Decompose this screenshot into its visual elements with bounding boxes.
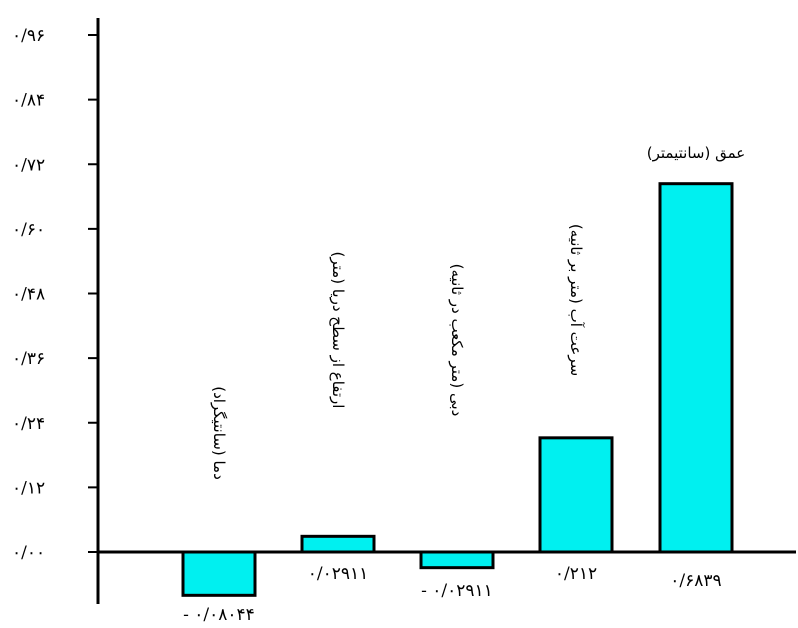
bar [181, 550, 257, 597]
y-tick-label: ۰/۸۴ [12, 91, 45, 111]
y-tick-label: ۰/۳۶ [12, 349, 45, 369]
y-tick-label: ۰/۷۲ [12, 155, 45, 175]
category-label: دما (سانتیگراد) [210, 386, 228, 480]
y-axis-ticks: ۰/۰۰ ۰/۱۲ ۰/۲۴ ۰/۳۶ ۰/۴۸ ۰/۶۰ ۰/۷۲ ۰/۸۴ ۰/۹۶ [12, 26, 98, 563]
value-label: ۰/۶۸۳۹ [670, 571, 721, 591]
value-label: ۰/۰۲۹۱۱ [308, 564, 369, 584]
category-labels: دما (سانتیگراد) ارتفاع از سطح دریا (متر) د… [210, 144, 745, 480]
category-label: دبی (متر مکعب در ثانیه) [448, 264, 466, 417]
bar [658, 182, 734, 554]
y-tick-label: ۰/۰۰ [12, 543, 45, 563]
y-tick-label: ۰/۹۶ [12, 26, 45, 46]
y-tick-label: ۰/۶۰ [12, 220, 45, 240]
value-labels: - ۰/۰۸۰۴۴ ۰/۰۲۹۱۱ - ۰/۰۲۹۱۱ ۰/۲۱۲ ۰/۶۸۳۹ [183, 564, 722, 625]
y-tick-label: ۰/۲۴ [12, 414, 45, 434]
bars [181, 182, 734, 597]
category-label: سرعت آب (متر بر ثانیه) [567, 224, 585, 376]
category-label: عمق (سانتیمتر) [647, 144, 745, 162]
y-tick-label: ۰/۱۲ [12, 478, 45, 498]
y-tick-label: ۰/۴۸ [12, 285, 45, 305]
bar [300, 534, 376, 554]
bar [419, 550, 495, 570]
bar [538, 436, 614, 554]
category-label: ارتفاع از سطح دریا (متر) [329, 252, 347, 409]
value-label: ۰/۲۱۲ [555, 564, 597, 584]
value-label: - ۰/۰۲۹۱۱ [421, 581, 493, 601]
value-label: - ۰/۰۸۰۴۴ [183, 605, 255, 625]
